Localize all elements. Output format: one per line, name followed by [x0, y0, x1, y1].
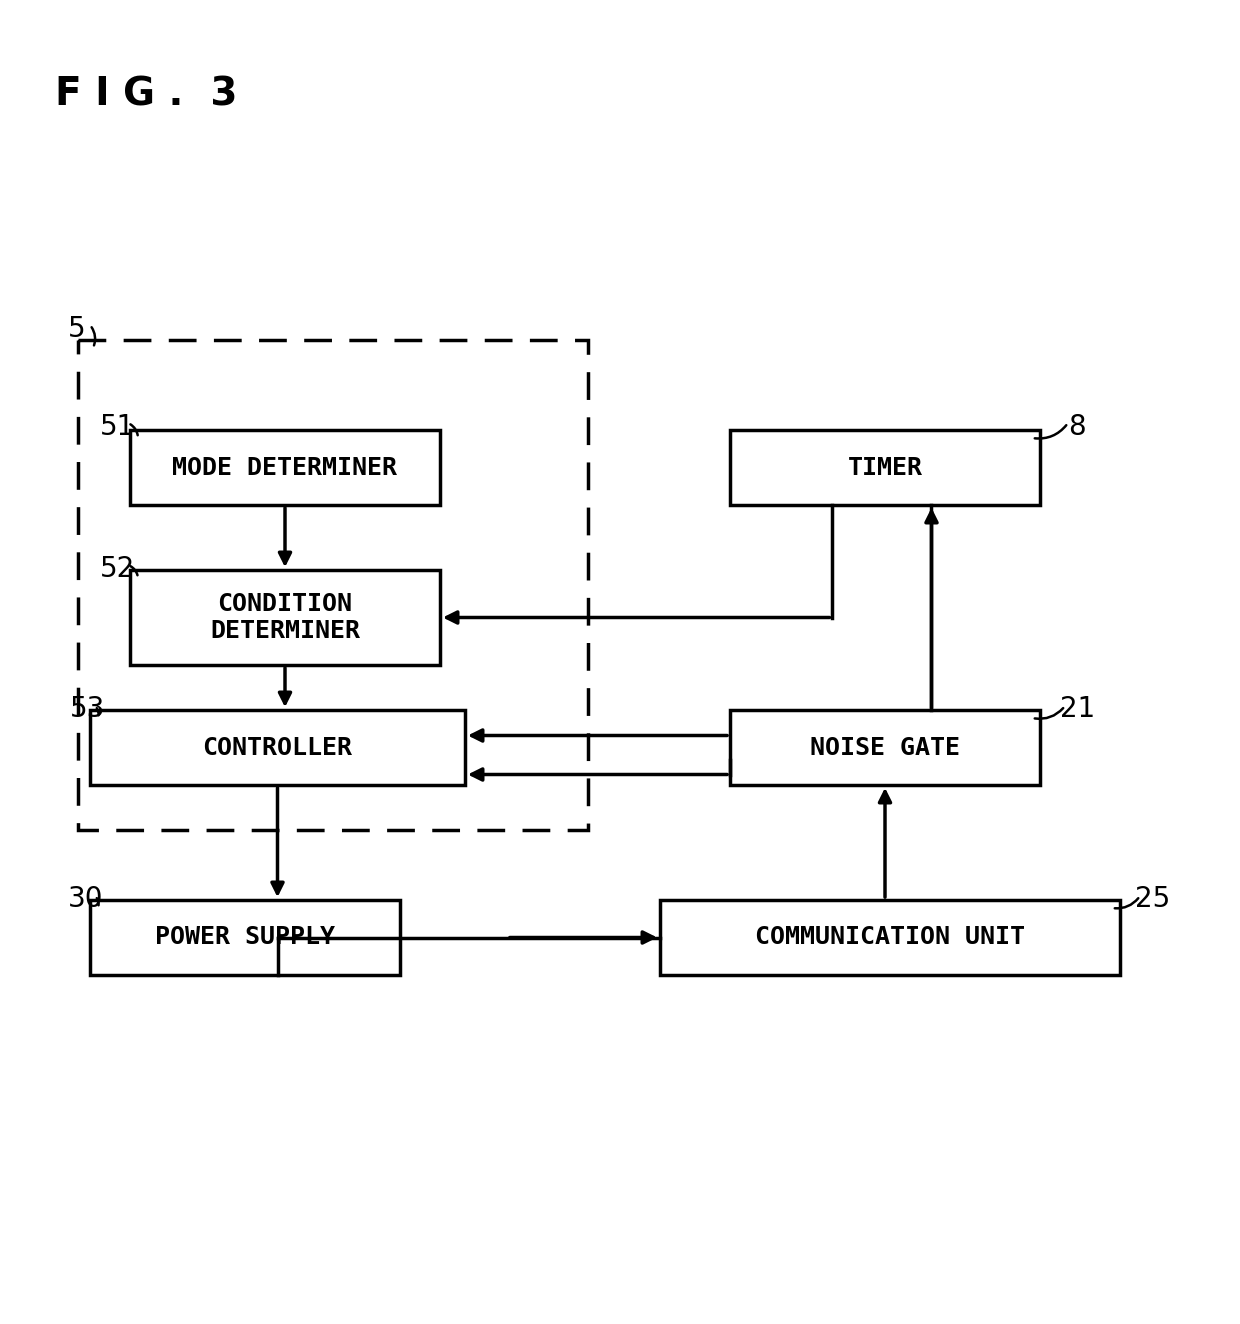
Bar: [130, 430, 440, 504]
Text: 25: 25: [1135, 884, 1171, 914]
Text: NOISE GATE: NOISE GATE: [810, 736, 960, 760]
Bar: [660, 900, 1120, 974]
Text: TIMER: TIMER: [847, 455, 923, 479]
Text: CONDITION
DETERMINER: CONDITION DETERMINER: [210, 592, 360, 643]
Text: POWER SUPPLY: POWER SUPPLY: [155, 925, 335, 949]
Text: 53: 53: [69, 695, 105, 723]
Bar: [78, 340, 588, 830]
Text: F I G .  3: F I G . 3: [55, 75, 238, 113]
Text: MODE DETERMINER: MODE DETERMINER: [172, 455, 398, 479]
Bar: [730, 430, 1040, 504]
Text: 51: 51: [100, 413, 135, 441]
Bar: [130, 571, 440, 665]
Text: 8: 8: [1068, 413, 1086, 441]
Text: 52: 52: [100, 555, 135, 583]
Text: 5: 5: [68, 315, 86, 343]
Bar: [730, 710, 1040, 785]
Text: CONTROLLER: CONTROLLER: [202, 736, 352, 760]
Text: 21: 21: [1060, 695, 1095, 723]
Bar: [91, 900, 401, 974]
Text: 30: 30: [68, 884, 103, 914]
Text: COMMUNICATION UNIT: COMMUNICATION UNIT: [755, 925, 1025, 949]
Bar: [91, 710, 465, 785]
